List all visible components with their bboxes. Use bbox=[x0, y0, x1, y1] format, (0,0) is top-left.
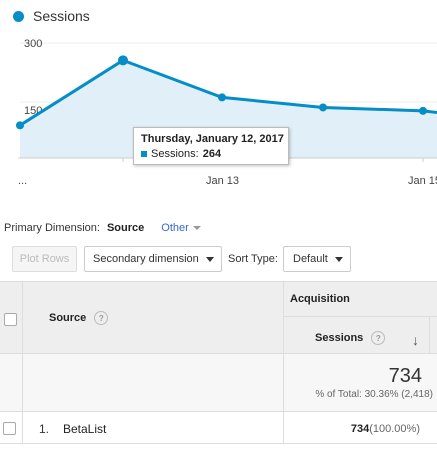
totals-select-cell bbox=[0, 354, 23, 412]
tooltip-row: Sessions: 264 bbox=[134, 145, 288, 160]
y-tick-300: 300 bbox=[24, 38, 42, 50]
sessions-point-2[interactable] bbox=[118, 55, 128, 66]
help-icon[interactable]: ? bbox=[371, 331, 386, 345]
select-all-checkbox[interactable] bbox=[4, 313, 17, 326]
table-toolbar: Plot Rows Secondary dimension Sort Type:… bbox=[0, 246, 437, 274]
totals-sessions-cell: 734 % of Total: 30.36% (2,418) bbox=[284, 354, 437, 412]
row-sessions-value: 734 bbox=[350, 423, 370, 435]
row-sessions-percent: (100.00%) bbox=[369, 423, 420, 435]
primary-dimension-bar: Primary Dimension: Source Other bbox=[4, 220, 201, 236]
chart-tooltip: Thursday, January 12, 2017 Sessions: 264 bbox=[133, 127, 289, 165]
dimension-other-label: Other bbox=[161, 222, 189, 234]
row-source-cell: 1. BetaList bbox=[23, 412, 284, 444]
secondary-dimension-label: Secondary dimension bbox=[93, 253, 199, 265]
sessions-header-label: Sessions bbox=[315, 331, 364, 344]
chart-legend: Sessions bbox=[0, 6, 90, 26]
tooltip-date: Thursday, January 12, 2017 bbox=[141, 133, 284, 145]
acquisition-header-cell: Acquisition bbox=[284, 281, 437, 317]
primary-dimension-label: Primary Dimension: bbox=[4, 222, 100, 234]
header-extra-cell bbox=[430, 317, 437, 354]
sessions-point-4[interactable] bbox=[319, 103, 327, 112]
tooltip-value: 264 bbox=[202, 148, 222, 160]
total-sessions-value: 734 bbox=[388, 365, 422, 387]
help-icon[interactable]: ? bbox=[94, 311, 109, 325]
secondary-dimension-dropdown[interactable]: Secondary dimension bbox=[84, 246, 222, 272]
sort-type-value: Default bbox=[293, 253, 328, 265]
acquisition-header-label: Acquisition bbox=[290, 293, 350, 305]
dimension-source[interactable]: Source bbox=[106, 222, 145, 234]
chevron-down-icon bbox=[206, 257, 214, 262]
sessions-point-5[interactable] bbox=[419, 106, 427, 115]
sort-descending-icon[interactable]: ↓ bbox=[412, 332, 419, 348]
total-sessions-percent: % of Total: 30.36% (2,418) bbox=[315, 389, 433, 400]
legend-sessions-dot bbox=[13, 10, 24, 22]
sessions-point-3[interactable] bbox=[218, 93, 226, 102]
row-source-link[interactable]: BetaList bbox=[63, 422, 107, 436]
plot-rows-button[interactable]: Plot Rows bbox=[12, 246, 77, 272]
tooltip-swatch bbox=[141, 151, 147, 157]
header-select-cell bbox=[0, 281, 23, 354]
x-tick-jan13: Jan 13 bbox=[206, 175, 239, 187]
row-select-cell bbox=[0, 412, 23, 444]
row-checkbox[interactable] bbox=[3, 422, 16, 435]
row-sessions-cell: 734(100.00%) bbox=[284, 412, 437, 444]
sessions-point-1[interactable] bbox=[16, 121, 24, 130]
sort-type-dropdown[interactable]: Default bbox=[283, 246, 351, 272]
source-header-cell[interactable]: Source? bbox=[23, 281, 284, 354]
dimension-other-dropdown[interactable]: Other bbox=[161, 222, 201, 234]
x-tick-start: ... bbox=[18, 175, 27, 187]
totals-source-cell bbox=[23, 354, 284, 412]
sessions-header-cell[interactable]: Sessions? ↓ bbox=[284, 317, 430, 354]
tooltip-label: Sessions: bbox=[151, 148, 199, 160]
chevron-down-icon bbox=[192, 226, 201, 231]
row-index: 1. bbox=[39, 422, 50, 436]
x-tick-jan15: Jan 15 bbox=[408, 175, 437, 187]
legend-sessions-label: Sessions bbox=[33, 8, 90, 24]
source-header-label: Source bbox=[49, 311, 87, 324]
chevron-down-icon bbox=[335, 257, 343, 262]
sessions-chart: 300 150 ... Jan 13 Jan 15 bbox=[16, 38, 437, 187]
sessions-area bbox=[20, 60, 437, 158]
sort-type-label: Sort Type: bbox=[228, 253, 278, 265]
